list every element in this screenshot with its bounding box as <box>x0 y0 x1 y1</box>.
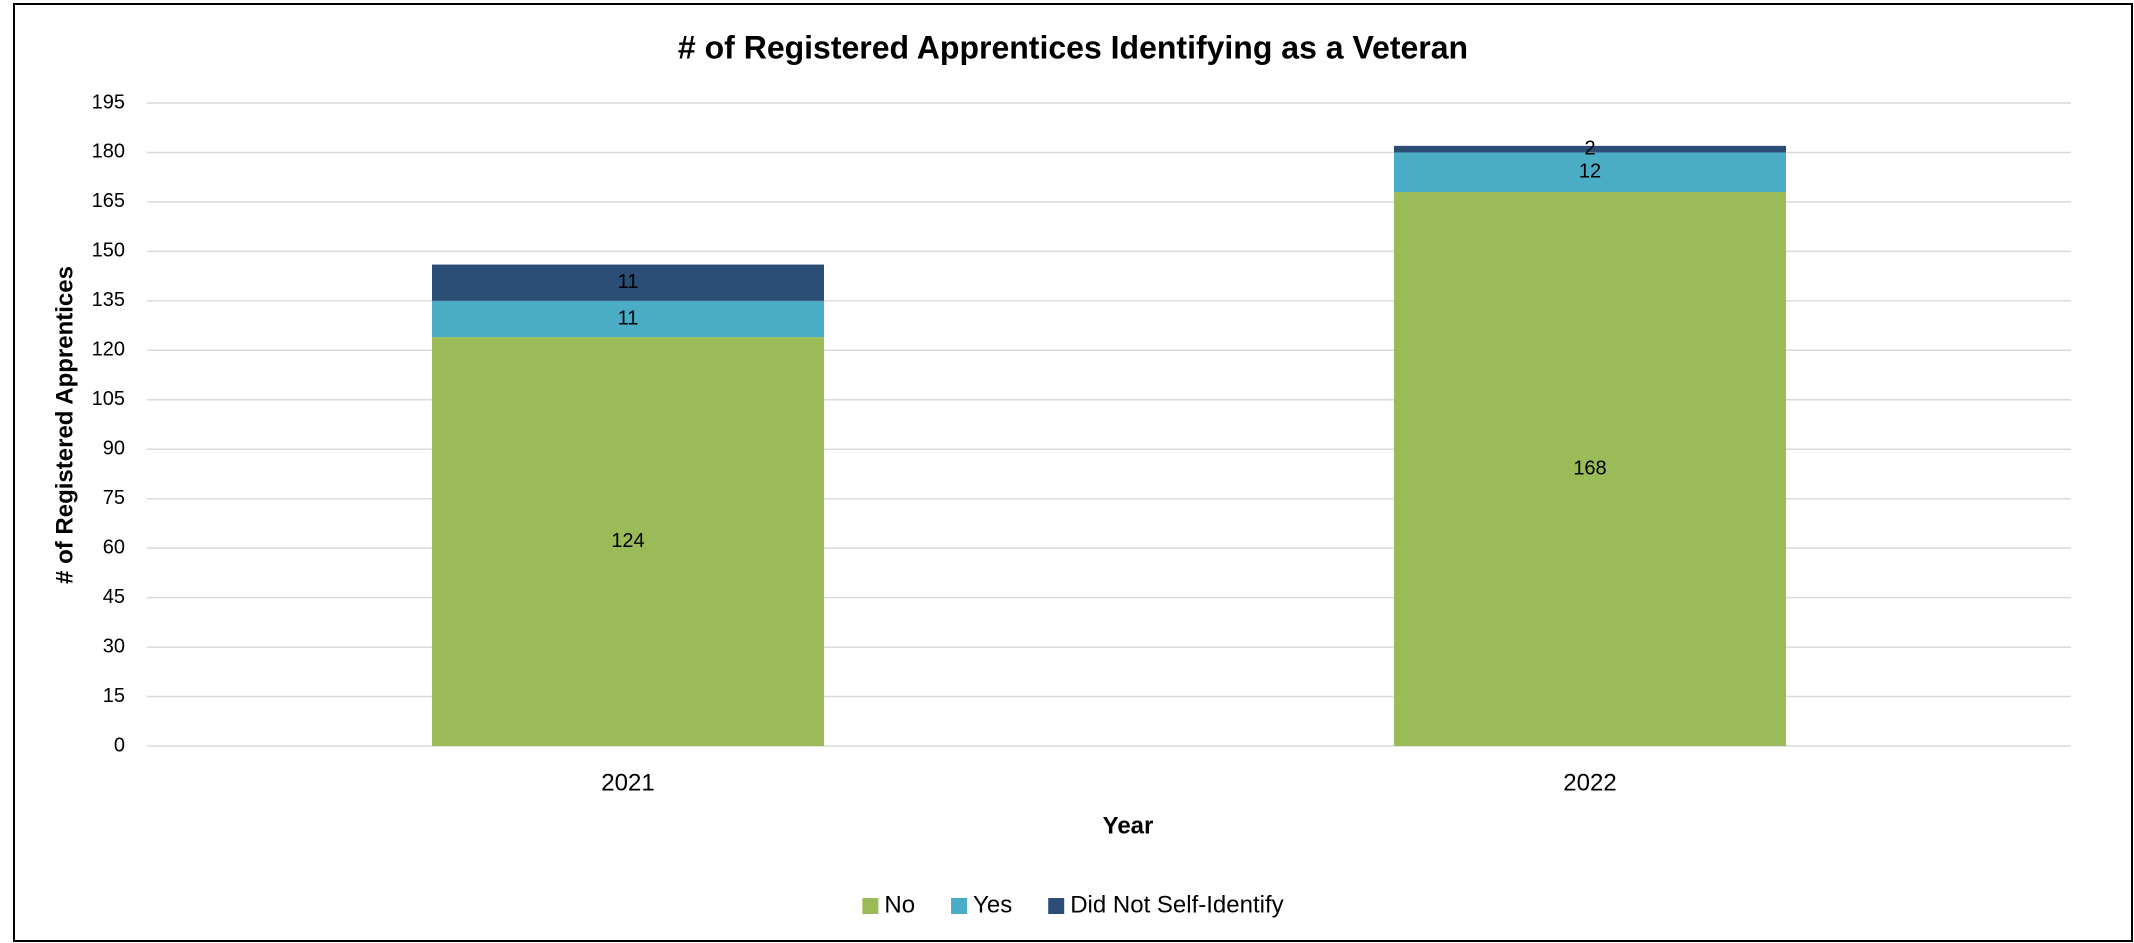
data-label: 11 <box>618 271 639 293</box>
y-tick-label: 165 <box>92 190 125 212</box>
legend-label: Did Not Self-Identify <box>1070 891 1283 918</box>
y-tick-label: 75 <box>103 487 125 509</box>
bar-segment <box>432 264 824 301</box>
y-tick-label: 60 <box>103 536 125 558</box>
chart-title: # of Registered Apprentices Identifying … <box>678 29 1468 65</box>
bar-segment <box>432 337 824 746</box>
bar-segment <box>1394 192 1786 746</box>
legend-swatch <box>1048 898 1065 914</box>
data-label: 124 <box>611 530 644 552</box>
chart-frame <box>13 3 2133 942</box>
legend-swatch <box>951 898 968 914</box>
data-label: 12 <box>1579 161 1601 183</box>
legend-label: No <box>884 891 915 918</box>
y-tick-label: 0 <box>114 734 125 756</box>
bar-segment <box>1394 152 1786 193</box>
y-tick-label: 90 <box>103 438 125 460</box>
x-tick-label: 2021 <box>601 769 654 796</box>
y-tick-label: 120 <box>92 339 125 361</box>
y-tick-label: 180 <box>92 141 125 163</box>
bar-segment <box>1394 145 1786 153</box>
legend-label: Yes <box>973 891 1012 918</box>
data-label: 168 <box>1573 457 1606 479</box>
y-tick-label: 150 <box>92 240 125 262</box>
data-label: 2 <box>1584 137 1595 159</box>
x-tick-label: 2022 <box>1563 769 1616 796</box>
bar-segment <box>432 300 824 338</box>
y-tick-label: 195 <box>92 91 125 113</box>
y-axis-title: # of Registered Apprentices <box>51 266 78 584</box>
y-tick-label: 15 <box>103 685 125 707</box>
y-tick-label: 135 <box>92 289 125 311</box>
legend-swatch <box>862 898 879 914</box>
y-tick-label: 105 <box>92 388 125 410</box>
y-tick-label: 30 <box>103 635 125 657</box>
data-label: 11 <box>618 307 639 329</box>
x-axis-title: Year <box>1103 812 1154 839</box>
y-tick-label: 45 <box>103 586 125 608</box>
